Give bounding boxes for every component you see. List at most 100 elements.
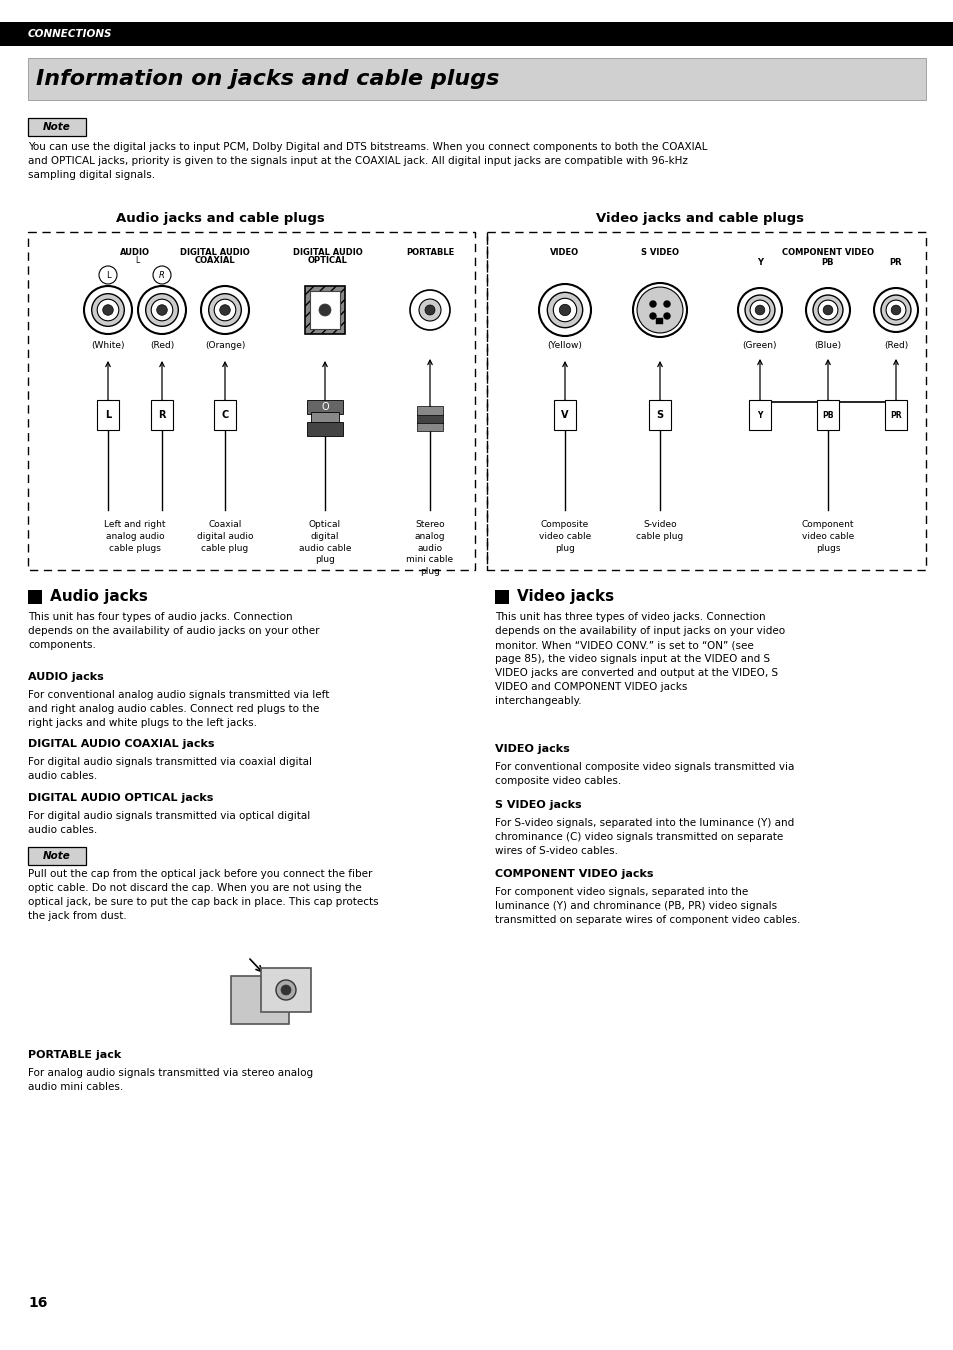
Text: PR: PR	[889, 410, 901, 420]
Bar	[307, 423, 343, 436]
Circle shape	[318, 304, 331, 316]
Bar	[97, 400, 119, 431]
Circle shape	[818, 300, 837, 320]
Circle shape	[637, 288, 682, 333]
Bar	[311, 412, 338, 427]
Circle shape	[418, 298, 440, 321]
Text: R: R	[158, 410, 166, 420]
Bar	[495, 590, 509, 603]
Text: For S-video signals, separated into the luminance (Y) and
chrominance (C) video : For S-video signals, separated into the …	[495, 818, 794, 856]
Text: Component
video cable
plugs: Component video cable plugs	[801, 520, 853, 552]
Circle shape	[649, 301, 656, 306]
Bar	[310, 292, 339, 329]
Text: Note: Note	[43, 122, 71, 132]
Circle shape	[84, 286, 132, 333]
Text: C: C	[221, 410, 229, 420]
Text: DIGITAL AUDIO OPTICAL jacks: DIGITAL AUDIO OPTICAL jacks	[28, 792, 213, 803]
Text: 16: 16	[28, 1296, 48, 1310]
Circle shape	[152, 266, 171, 283]
Text: For conventional analog audio signals transmitted via left
and right analog audi: For conventional analog audio signals tr…	[28, 690, 329, 728]
Bar	[213, 400, 235, 431]
Bar	[305, 286, 345, 333]
Bar	[416, 423, 442, 431]
Circle shape	[738, 288, 781, 332]
Text: AUDIO jacks: AUDIO jacks	[28, 672, 104, 682]
Text: This unit has four types of audio jacks. Connection
depends on the availability : This unit has four types of audio jacks.…	[28, 612, 319, 649]
Text: PR: PR	[889, 258, 902, 267]
Text: OPTICAL: OPTICAL	[308, 256, 348, 265]
Text: (Orange): (Orange)	[205, 342, 245, 350]
Text: For component video signals, separated into the
luminance (Y) and chrominance (P: For component video signals, separated i…	[495, 887, 800, 925]
Circle shape	[805, 288, 849, 332]
Text: (White): (White)	[91, 342, 125, 350]
Circle shape	[822, 305, 832, 315]
Text: (Blue): (Blue)	[814, 342, 841, 350]
Circle shape	[275, 980, 295, 1000]
Bar	[486, 232, 925, 570]
Text: Composite
video cable
plug: Composite video cable plug	[538, 520, 591, 552]
Text: S: S	[656, 410, 663, 420]
Text: PORTABLE jack: PORTABLE jack	[28, 1050, 121, 1060]
Circle shape	[663, 313, 669, 319]
Text: Left and right
analog audio
cable plugs: Left and right analog audio cable plugs	[104, 520, 166, 552]
Text: (Red): (Red)	[882, 342, 907, 350]
Text: This unit has three types of video jacks. Connection
depends on the availability: This unit has three types of video jacks…	[495, 612, 784, 706]
Circle shape	[151, 300, 172, 321]
Circle shape	[553, 298, 577, 321]
Text: VIDEO jacks: VIDEO jacks	[495, 744, 569, 755]
Text: Note: Note	[43, 850, 71, 861]
Text: For digital audio signals transmitted via coaxial digital
audio cables.: For digital audio signals transmitted vi…	[28, 757, 312, 782]
Circle shape	[281, 986, 291, 995]
Text: For digital audio signals transmitted via optical digital
audio cables.: For digital audio signals transmitted vi…	[28, 811, 310, 836]
Text: Video jacks: Video jacks	[517, 590, 614, 605]
Text: L: L	[135, 256, 139, 265]
Circle shape	[91, 294, 124, 327]
Text: Coaxial
digital audio
cable plug: Coaxial digital audio cable plug	[196, 520, 253, 552]
Bar	[28, 590, 42, 603]
Text: COAXIAL: COAXIAL	[194, 256, 235, 265]
Text: Information on jacks and cable plugs: Information on jacks and cable plugs	[36, 69, 498, 89]
Circle shape	[138, 286, 186, 333]
Text: Audio jacks and cable plugs: Audio jacks and cable plugs	[115, 212, 324, 225]
FancyBboxPatch shape	[231, 976, 289, 1025]
Text: L: L	[105, 410, 111, 420]
Text: Optical
digital
audio cable
plug: Optical digital audio cable plug	[298, 520, 351, 564]
Circle shape	[558, 304, 570, 316]
Text: PORTABLE: PORTABLE	[405, 248, 454, 256]
Text: AUDIO: AUDIO	[120, 248, 150, 256]
Text: S VIDEO: S VIDEO	[640, 248, 679, 256]
Circle shape	[881, 296, 910, 325]
Bar	[28, 117, 86, 136]
Circle shape	[156, 305, 167, 316]
Text: DIGITAL AUDIO COAXIAL jacks: DIGITAL AUDIO COAXIAL jacks	[28, 738, 214, 749]
Text: O: O	[321, 402, 329, 412]
Text: R: R	[159, 270, 165, 279]
Bar	[151, 400, 172, 431]
Circle shape	[547, 293, 582, 328]
Circle shape	[97, 300, 119, 321]
Text: L: L	[106, 270, 111, 279]
Text: DIGITAL AUDIO: DIGITAL AUDIO	[180, 248, 250, 256]
Bar	[656, 319, 662, 324]
Text: CONNECTIONS: CONNECTIONS	[28, 28, 112, 39]
Circle shape	[214, 300, 235, 321]
Text: Y: Y	[757, 258, 762, 267]
Bar	[748, 400, 770, 431]
Text: You can use the digital jacks to input PCM, Dolby Digital and DTS bitstreams. Wh: You can use the digital jacks to input P…	[28, 142, 707, 180]
Circle shape	[663, 301, 669, 306]
Bar	[884, 400, 906, 431]
Bar	[28, 58, 925, 100]
Text: PB: PB	[821, 410, 833, 420]
Text: DIGITAL AUDIO: DIGITAL AUDIO	[293, 248, 362, 256]
Text: (Green): (Green)	[742, 342, 777, 350]
Circle shape	[812, 296, 842, 325]
Text: Video jacks and cable plugs: Video jacks and cable plugs	[596, 212, 803, 225]
Text: (Yellow): (Yellow)	[547, 342, 582, 350]
Circle shape	[885, 300, 905, 320]
Circle shape	[103, 305, 113, 316]
Circle shape	[146, 294, 178, 327]
Circle shape	[749, 300, 769, 320]
Text: V: V	[560, 410, 568, 420]
Text: (Red): (Red)	[150, 342, 174, 350]
Circle shape	[744, 296, 774, 325]
